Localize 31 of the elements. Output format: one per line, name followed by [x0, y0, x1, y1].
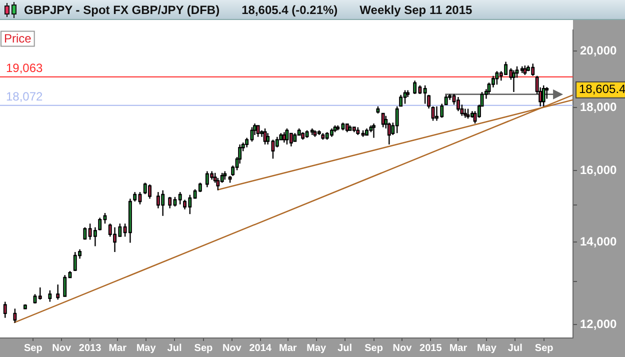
- y-tick-label: 20,000: [580, 43, 618, 58]
- text: 18,605.4: [579, 82, 625, 96]
- x-tick-label: Nov: [392, 342, 412, 354]
- x-tick-label: May: [476, 342, 497, 354]
- x-tick-label: May: [136, 342, 156, 354]
- x-tick-label: Sep: [534, 342, 554, 354]
- text: Weekly Sep 11 2015: [360, 2, 472, 16]
- x-tick-label: Nov: [52, 342, 72, 354]
- x-tick-label: Nov: [222, 342, 242, 354]
- y-tick-label: 14,000: [580, 234, 618, 248]
- x-tick-label: Mar: [279, 342, 297, 354]
- x-tick-label: May: [306, 342, 327, 354]
- y-axis-title: Price: [4, 32, 32, 46]
- ref-line-label: 19,063: [6, 61, 44, 76]
- x-tick-label: Jul: [167, 342, 182, 354]
- chart-subtitle: 18,605.4 (-0.21%): [242, 2, 338, 16]
- y-tick-label: 16,000: [580, 162, 618, 177]
- ref-line-label: 18,072: [6, 90, 44, 104]
- x-tick-label: Sep: [364, 342, 383, 354]
- x-tick-label: Jul: [508, 342, 523, 354]
- y-tick-label: 12,000: [580, 316, 618, 331]
- x-tick-label: Mar: [108, 342, 127, 354]
- x-tick-label: Mar: [449, 342, 468, 354]
- x-tick-label: Sep: [24, 342, 42, 354]
- x-tick-label: Sep: [194, 342, 213, 354]
- chart-title: GBPJPY - Spot FX GBP/JPY (DFB): [24, 2, 220, 16]
- x-tick-label: 2015: [420, 342, 442, 354]
- x-tick-label: Jul: [338, 342, 352, 354]
- x-tick-label: 2013: [78, 342, 102, 354]
- x-tick-label: 2014: [249, 342, 272, 354]
- y-tick-label: 18,000: [580, 100, 618, 114]
